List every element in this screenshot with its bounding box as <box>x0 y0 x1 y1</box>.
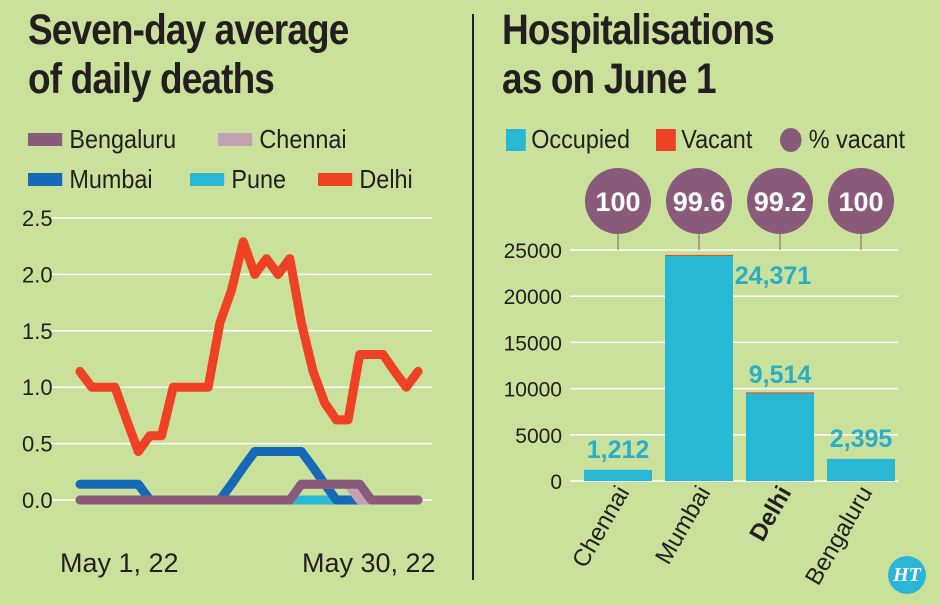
legend-bengaluru: Bengaluru <box>28 124 176 155</box>
y-tick-label: 2.0 <box>22 262 53 287</box>
x-category-label-bengaluru: Bengaluru <box>800 482 878 590</box>
value-label-chennai: 1,212 <box>587 436 650 464</box>
pct-vacant-circle-delhi <box>747 168 813 234</box>
x-tick-label-start: May 1, 22 <box>60 548 179 578</box>
deaths-title-line2: of daily deaths <box>28 55 275 103</box>
bar-occupied-chennai <box>584 469 652 481</box>
deaths-panel: Seven-day average of daily deaths Bengal… <box>22 6 436 578</box>
pct-vacant-label-chennai: 100 <box>595 187 640 217</box>
deaths-title-line1: Seven-day average <box>28 6 349 54</box>
y-tick-label: 1.0 <box>22 375 53 400</box>
legend-label-mumbai: Mumbai <box>69 164 153 194</box>
y-tick-label: 1.5 <box>22 319 53 344</box>
legend-label-pune: Pune <box>231 164 287 194</box>
legend-occupied: Occupied <box>506 124 630 155</box>
legend-swatch-pune <box>190 173 225 186</box>
value-label-bengaluru: 2,395 <box>830 425 893 453</box>
x-category-label-mumbai: Mumbai <box>650 482 716 569</box>
bar-occupied-bengaluru <box>827 458 895 481</box>
bar-occupied-delhi <box>746 393 814 481</box>
x-tick-label-end: May 30, 22 <box>302 548 436 578</box>
hospital-bar-chart: 0 5000 10000 15000 20000 25000 1,212 100 Chennai… <box>504 168 898 590</box>
y-tick-label: 25000 <box>504 240 562 263</box>
legend-vacant: Vacant <box>656 124 752 155</box>
y-tick-label: 0 <box>550 471 562 494</box>
y-tick-label: 2.5 <box>22 206 53 231</box>
y-tick-label: 10000 <box>504 379 562 402</box>
legend-swatch-delhi <box>318 173 353 186</box>
pct-vacant-circle-mumbai <box>666 168 732 234</box>
y-tick-label: 5000 <box>515 425 562 448</box>
ht-logo: HT <box>888 556 926 594</box>
x-category-label-delhi: Delhi <box>744 482 797 546</box>
legend-label-occupied: Occupied <box>531 124 631 154</box>
legend-delhi: Delhi <box>318 164 413 195</box>
legend-swatch-occupied <box>506 128 526 151</box>
legend-label-vacant: Vacant <box>681 124 753 154</box>
legend-swatch-vacant <box>656 128 676 151</box>
legend-label-chennai: Chennai <box>259 124 347 154</box>
pct-vacant-circle-chennai <box>585 168 651 234</box>
legend-pune: Pune <box>190 164 286 195</box>
legend-swatch-bengaluru <box>28 133 63 146</box>
series-line-delhi <box>75 237 423 456</box>
hospital-title-line2: as on June 1 <box>502 55 717 103</box>
legend-swatch-mumbai <box>28 173 63 186</box>
bar-vacant-mumbai <box>665 254 733 256</box>
value-label-delhi: 9,514 <box>749 361 812 389</box>
deaths-title: Seven-day average of daily deaths <box>28 6 349 104</box>
legend-mumbai: Mumbai <box>28 164 153 195</box>
ht-logo-text: HT <box>893 563 921 586</box>
hospital-title: Hospitalisations as on June 1 <box>502 6 775 104</box>
y-tick-label: 0.5 <box>22 432 53 457</box>
hospital-panel: Hospitalisations as on June 1 Occupied V… <box>478 0 940 605</box>
legend-label-delhi: Delhi <box>359 164 413 194</box>
y-tick-label: 15000 <box>504 332 562 355</box>
panel-divider <box>472 14 474 580</box>
pct-vacant-label-bengaluru: 100 <box>838 187 883 217</box>
bar-vacant-delhi <box>746 392 814 394</box>
bar-occupied-mumbai <box>665 255 733 481</box>
x-category-label-chennai: Chennai <box>567 482 635 573</box>
hospital-title-line1: Hospitalisations <box>502 6 775 54</box>
y-tick-label: 20000 <box>504 286 562 309</box>
y-tick-label: 0.0 <box>22 488 53 513</box>
value-label-mumbai: 24,371 <box>735 262 812 290</box>
legend-swatch-chennai <box>218 133 253 146</box>
legend-label-pct-vacant: % vacant <box>808 124 906 154</box>
legend-pct-vacant: % vacant <box>780 124 905 155</box>
legend-swatch-pct-vacant <box>780 127 802 152</box>
legend-label-bengaluru: Bengaluru <box>69 124 177 154</box>
series-line-bengaluru <box>75 479 423 505</box>
pct-vacant-label-mumbai: 99.6 <box>673 187 726 217</box>
pct-vacant-label-delhi: 99.2 <box>754 187 807 217</box>
deaths-line-chart: 0.0 0.5 1.0 1.5 2.0 2.5 May 1, 22 May 30, 22 <box>22 206 436 578</box>
pct-vacant-circle-bengaluru <box>828 168 894 234</box>
legend-chennai: Chennai <box>218 124 347 155</box>
